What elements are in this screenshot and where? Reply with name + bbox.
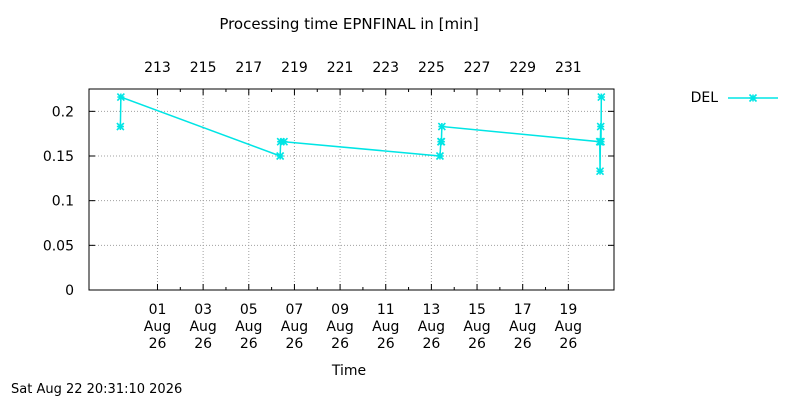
x-tick-label-line: 07 — [286, 302, 304, 318]
series-del — [116, 92, 606, 176]
x-tick-label-line: Aug — [418, 319, 445, 335]
grid — [89, 89, 614, 290]
marker-stroke — [116, 122, 125, 131]
x-tick-label-line: Aug — [372, 319, 399, 335]
x-tick-label-line: 26 — [468, 336, 486, 352]
y-tick-label: 0.1 — [52, 194, 74, 210]
x-axis-label: Time — [331, 363, 366, 379]
x2-tick-label: 217 — [235, 60, 262, 76]
data-point — [595, 167, 605, 176]
data-point — [435, 151, 445, 161]
marker-stroke — [597, 92, 606, 102]
x2-tick-label: 213 — [144, 60, 171, 76]
x-tick-label-line: Aug — [326, 319, 353, 335]
x-tick-label-line: 09 — [331, 302, 349, 318]
y-tick-label: 0 — [65, 283, 74, 299]
marker-stroke — [596, 122, 605, 131]
data-point — [276, 151, 285, 161]
axis-ticks — [89, 89, 614, 291]
x-tick-label: 15 Aug 26 — [463, 302, 490, 352]
y-tick-label: 0.05 — [43, 238, 74, 254]
x-tick-label-line: 26 — [286, 336, 304, 352]
x-tick-label: 05 Aug 26 — [235, 302, 262, 352]
x2-tick-label: 221 — [327, 60, 354, 76]
marker-stroke — [276, 151, 285, 161]
data-point — [437, 122, 446, 131]
x-tick-label-line: 01 — [149, 302, 167, 318]
marker-stroke — [596, 137, 606, 146]
x-tick-label-line: 26 — [514, 336, 532, 352]
marker-stroke — [435, 151, 445, 161]
chart-title: Processing time EPNFINAL in [min] — [219, 15, 478, 33]
marker-stroke — [116, 92, 125, 102]
x2-tick-label: 215 — [190, 60, 217, 76]
x2-tick-label: 219 — [281, 60, 308, 76]
marker-stroke — [595, 167, 605, 176]
x2-tick-label: 225 — [418, 60, 445, 76]
x-tick-label-line: Aug — [555, 319, 582, 335]
data-point — [437, 137, 446, 146]
data-point — [596, 122, 605, 131]
legend-marker-del — [748, 93, 758, 103]
legend-label-del: DEL — [691, 90, 719, 106]
x-tick-label-line: 26 — [194, 336, 212, 352]
x-tick-label-line: 05 — [240, 302, 258, 318]
x-tick-label-line: 19 — [559, 302, 577, 318]
x-tick-label: 07 Aug 26 — [281, 302, 308, 352]
x-tick-label-line: 15 — [468, 302, 486, 318]
x-tick-label-line: Aug — [189, 319, 216, 335]
x-tick-label-line: 26 — [149, 336, 167, 352]
x-tick-label: 11 Aug 26 — [372, 302, 399, 352]
legend-marker-shape — [748, 93, 758, 103]
data-point — [596, 137, 606, 146]
y-axis: 0 0.05 0.1 0.15 0.2 — [43, 104, 74, 299]
x-axis-top: 213 215 217 219 221 223 225 227 229 231 — [144, 60, 582, 76]
x-tick-label-line: 26 — [422, 336, 440, 352]
data-point — [116, 122, 125, 131]
marker-stroke — [437, 122, 446, 131]
x-tick-label-line: Aug — [463, 319, 490, 335]
x-tick-label: 13 Aug 26 — [418, 302, 445, 352]
timestamp: Sat Aug 22 20:31:10 2026 — [11, 382, 183, 397]
x-tick-label: 03 Aug 26 — [189, 302, 216, 352]
x2-tick-label: 223 — [372, 60, 399, 76]
data-point — [116, 92, 125, 102]
x-tick-label: 09 Aug 26 — [326, 302, 353, 352]
data-point — [279, 137, 289, 146]
y-tick-label: 0.2 — [52, 104, 74, 120]
y-tick-label: 0.15 — [43, 149, 74, 165]
plot-border — [88, 88, 615, 291]
data-point — [597, 92, 606, 102]
x-tick-label-line: 11 — [377, 302, 395, 318]
x-tick-label-line: 03 — [194, 302, 212, 318]
marker-stroke — [748, 93, 758, 103]
x-tick-label-line: 13 — [422, 302, 440, 318]
x2-tick-label: 231 — [555, 60, 582, 76]
x-tick-label-line: 26 — [377, 336, 395, 352]
x-tick-label-line: Aug — [281, 319, 308, 335]
x-tick-label-line: 26 — [559, 336, 577, 352]
marker-stroke — [437, 137, 446, 146]
series-line — [119, 95, 603, 172]
legend: DEL — [691, 90, 778, 106]
x-tick-label: 01 Aug 26 — [144, 302, 171, 352]
x2-tick-label: 229 — [509, 60, 536, 76]
x-tick-label: 17 Aug 26 — [509, 302, 536, 352]
x-tick-label: 19 Aug 26 — [555, 302, 582, 352]
x-tick-label-line: Aug — [144, 319, 171, 335]
marker-stroke — [279, 137, 289, 146]
x-tick-label-line: 17 — [514, 302, 532, 318]
x-tick-label-line: Aug — [235, 319, 262, 335]
x-tick-label-line: Aug — [509, 319, 536, 335]
x2-tick-label: 227 — [464, 60, 491, 76]
x-tick-label-line: 26 — [331, 336, 349, 352]
x-tick-label-line: 26 — [240, 336, 258, 352]
